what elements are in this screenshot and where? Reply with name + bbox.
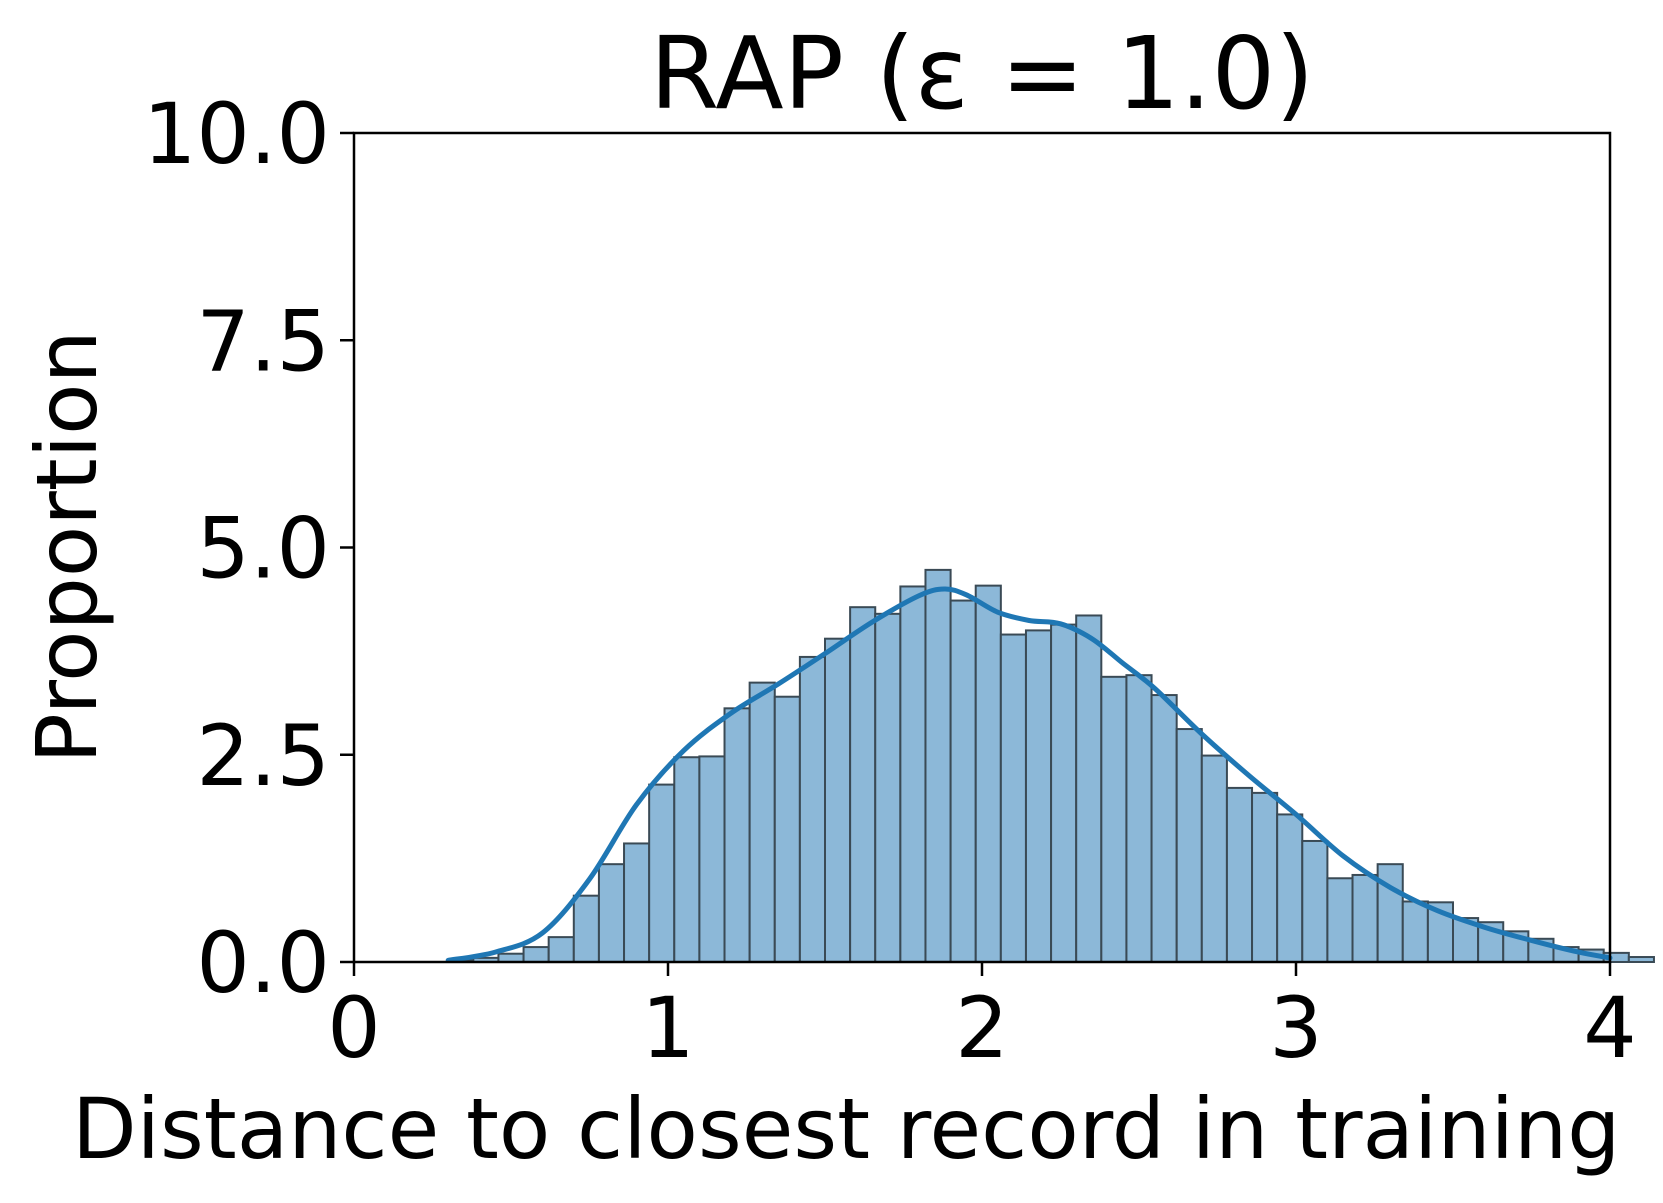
y-axis-label: Proportion bbox=[18, 330, 116, 763]
x-axis-label: Distance to closest record in training bbox=[72, 1080, 1621, 1178]
histogram-bar bbox=[1100, 675, 1128, 963]
histogram-bar bbox=[824, 637, 852, 963]
histogram-bar bbox=[1175, 728, 1203, 964]
x-tick-label: 0 bbox=[327, 979, 380, 1077]
chart-title: RAP (ε = 1.0) bbox=[650, 15, 1314, 132]
y-tick-label: 0.0 bbox=[196, 914, 330, 1012]
histogram-bar bbox=[748, 681, 776, 963]
histogram-bar bbox=[1301, 839, 1329, 963]
histogram-bar bbox=[673, 756, 701, 963]
y-tick-label: 2.5 bbox=[196, 707, 330, 805]
kde-curve bbox=[445, 586, 1613, 963]
y-tick-label: 5.0 bbox=[196, 500, 330, 598]
y-axis: 0.0 2.5 5.0 7.5 10.0 bbox=[143, 85, 354, 1012]
histogram-bar bbox=[1125, 674, 1153, 964]
histogram-bar bbox=[1150, 694, 1178, 963]
histogram-bar bbox=[1326, 877, 1354, 963]
histogram-bar bbox=[874, 612, 902, 963]
histogram-bar bbox=[597, 863, 626, 963]
histogram-bar bbox=[899, 585, 927, 963]
histogram-bar bbox=[1075, 614, 1103, 964]
histogram-bar bbox=[1225, 786, 1254, 963]
histogram-bar bbox=[547, 936, 575, 964]
histogram-bar bbox=[648, 783, 676, 963]
x-tick-label: 2 bbox=[955, 979, 1008, 1077]
histogram-bar bbox=[1351, 873, 1379, 964]
histogram-bar bbox=[999, 633, 1027, 963]
histogram-bar bbox=[773, 695, 801, 963]
histogram-bar bbox=[849, 606, 877, 963]
histogram-bar bbox=[974, 584, 1002, 963]
x-tick-label: 4 bbox=[1583, 979, 1636, 1077]
histogram-bar bbox=[1251, 791, 1279, 963]
histogram-bars bbox=[447, 568, 1655, 964]
x-tick-label: 3 bbox=[1269, 979, 1322, 1077]
histogram-bar bbox=[623, 842, 651, 963]
histogram-bar bbox=[798, 655, 827, 963]
x-tick-label: 1 bbox=[641, 979, 694, 1077]
histogram-bar bbox=[1024, 629, 1053, 964]
x-axis: 0 1 2 3 4 bbox=[327, 962, 1637, 1077]
y-tick-label: 7.5 bbox=[196, 292, 330, 390]
histogram-bar bbox=[1276, 813, 1304, 963]
y-tick-label: 10.0 bbox=[143, 85, 330, 183]
histogram-bar bbox=[1376, 863, 1404, 963]
histogram-bar bbox=[1050, 623, 1078, 963]
histogram-bar bbox=[1627, 956, 1655, 964]
histogram-bar bbox=[1200, 754, 1228, 963]
histogram-bar bbox=[723, 707, 751, 963]
histogram-bar bbox=[924, 568, 952, 963]
histogram-bar bbox=[949, 599, 977, 964]
histogram-bar bbox=[522, 946, 550, 964]
histogram-bar bbox=[698, 755, 726, 964]
histogram-bar bbox=[1401, 900, 1429, 963]
histogram-bar bbox=[572, 894, 600, 963]
